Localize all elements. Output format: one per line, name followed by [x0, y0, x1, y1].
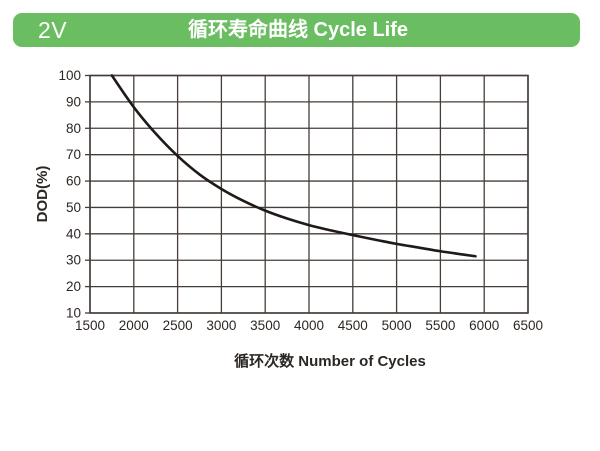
x-tick-label: 2000 — [119, 318, 149, 333]
y-tick-label: 10 — [66, 306, 81, 321]
voltage-badge: 2V — [38, 17, 68, 43]
x-tick-label: 4000 — [294, 318, 324, 333]
chart-title: 循环寿命曲线 Cycle Life — [187, 19, 409, 41]
y-axis-title: DOD(%) — [34, 166, 51, 223]
x-tick-label: 2500 — [163, 318, 193, 333]
header-bar: 2V 循环寿命曲线 Cycle Life — [13, 13, 580, 47]
plot-border — [89, 74, 529, 314]
y-tick-label: 80 — [66, 121, 81, 136]
x-tick-label: 6000 — [469, 318, 499, 333]
x-tick-label: 5500 — [425, 318, 455, 333]
y-tick-label: 50 — [66, 200, 81, 215]
tick-layer — [85, 74, 90, 314]
y-tick-label: 60 — [66, 174, 81, 189]
x-tick-label: 5000 — [382, 318, 412, 333]
x-tick-label: 6500 — [513, 318, 543, 333]
y-tick-label: 40 — [66, 226, 81, 241]
tick-labels: 10 20 30 40 50 60 70 80 90 100 1500 2000 2500 3000 350… — [58, 68, 543, 333]
x-tick-label: 3500 — [250, 318, 280, 333]
y-tick-label: 90 — [66, 94, 81, 109]
x-axis-title: 循环次数 Number of Cycles — [234, 352, 426, 370]
curve-layer — [110, 74, 477, 258]
cycle-life-curve — [110, 74, 477, 258]
grid-layer — [89, 74, 529, 314]
x-tick-label: 4500 — [338, 318, 368, 333]
x-tick-label: 3000 — [206, 318, 236, 333]
y-tick-label: 30 — [66, 253, 81, 268]
y-tick-label: 100 — [58, 68, 81, 83]
x-tick-label: 1500 — [75, 318, 105, 333]
y-tick-label: 70 — [66, 147, 81, 162]
y-tick-label: 20 — [66, 279, 81, 294]
